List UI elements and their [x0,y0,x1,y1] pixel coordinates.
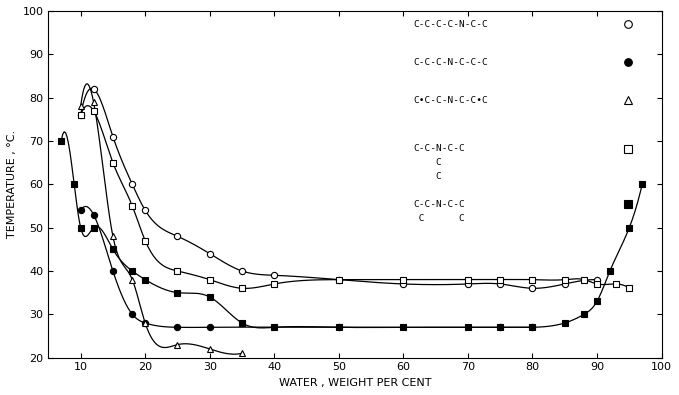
Text: C      C: C C [414,214,465,223]
Y-axis label: TEMPERATURE , °C.: TEMPERATURE , °C. [7,130,17,238]
Text: C: C [414,172,442,181]
Text: C-C-N-C-C: C-C-N-C-C [414,145,465,153]
Text: C: C [414,158,442,167]
Text: C-C-C-N-C-C-C: C-C-C-N-C-C-C [414,58,488,67]
Text: C•C-C-N-C-C•C: C•C-C-N-C-C•C [414,96,488,105]
Text: C-C-N-C-C: C-C-N-C-C [414,200,465,209]
X-axis label: WATER , WEIGHT PER CENT: WATER , WEIGHT PER CENT [278,378,431,388]
Text: C-C-C-C-N-C-C: C-C-C-C-N-C-C [414,20,488,28]
